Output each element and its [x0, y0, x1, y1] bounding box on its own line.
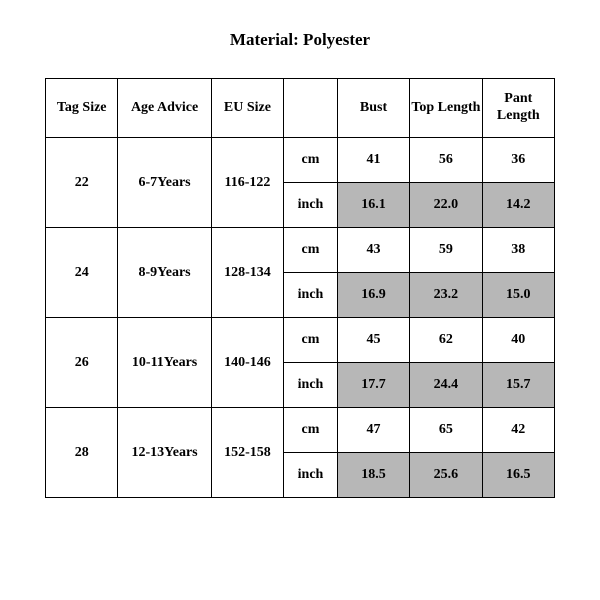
table-row: 22 6-7Years 116-122 cm 41 56 36: [46, 138, 555, 183]
table-row: 26 10-11Years 140-146 cm 45 62 40: [46, 318, 555, 363]
cell-tag-size: 24: [46, 228, 118, 318]
cell-bust: 47: [337, 408, 409, 453]
cell-unit-inch: inch: [284, 453, 338, 498]
cell-top-length: 22.0: [410, 183, 482, 228]
cell-tag-size: 28: [46, 408, 118, 498]
cell-bust: 45: [337, 318, 409, 363]
cell-tag-size: 22: [46, 138, 118, 228]
col-eu-size: EU Size: [211, 79, 283, 138]
col-bust: Bust: [337, 79, 409, 138]
cell-age-advice: 8-9Years: [118, 228, 211, 318]
cell-bust: 17.7: [337, 363, 409, 408]
cell-tag-size: 26: [46, 318, 118, 408]
col-tag-size: Tag Size: [46, 79, 118, 138]
cell-unit-cm: cm: [284, 138, 338, 183]
cell-eu-size: 128-134: [211, 228, 283, 318]
cell-top-length: 65: [410, 408, 482, 453]
col-pant-length: Pant Length: [482, 79, 554, 138]
cell-pant-length: 15.0: [482, 273, 554, 318]
cell-bust: 41: [337, 138, 409, 183]
cell-top-length: 25.6: [410, 453, 482, 498]
cell-pant-length: 36: [482, 138, 554, 183]
cell-unit-inch: inch: [284, 183, 338, 228]
page-title: Material: Polyester: [45, 30, 555, 50]
cell-age-advice: 6-7Years: [118, 138, 211, 228]
cell-bust: 18.5: [337, 453, 409, 498]
cell-age-advice: 12-13Years: [118, 408, 211, 498]
cell-eu-size: 116-122: [211, 138, 283, 228]
cell-unit-cm: cm: [284, 228, 338, 273]
cell-bust: 16.9: [337, 273, 409, 318]
cell-unit-cm: cm: [284, 318, 338, 363]
cell-top-length: 24.4: [410, 363, 482, 408]
cell-pant-length: 16.5: [482, 453, 554, 498]
size-chart-table: Tag Size Age Advice EU Size Bust Top Len…: [45, 78, 555, 498]
cell-pant-length: 40: [482, 318, 554, 363]
cell-pant-length: 15.7: [482, 363, 554, 408]
cell-unit-inch: inch: [284, 273, 338, 318]
cell-top-length: 56: [410, 138, 482, 183]
cell-unit-inch: inch: [284, 363, 338, 408]
cell-eu-size: 140-146: [211, 318, 283, 408]
table-header-row: Tag Size Age Advice EU Size Bust Top Len…: [46, 79, 555, 138]
cell-top-length: 62: [410, 318, 482, 363]
cell-top-length: 59: [410, 228, 482, 273]
cell-pant-length: 14.2: [482, 183, 554, 228]
col-age-advice: Age Advice: [118, 79, 211, 138]
cell-top-length: 23.2: [410, 273, 482, 318]
col-unit: [284, 79, 338, 138]
cell-eu-size: 152-158: [211, 408, 283, 498]
cell-pant-length: 42: [482, 408, 554, 453]
table-row: 28 12-13Years 152-158 cm 47 65 42: [46, 408, 555, 453]
cell-unit-cm: cm: [284, 408, 338, 453]
cell-bust: 16.1: [337, 183, 409, 228]
cell-age-advice: 10-11Years: [118, 318, 211, 408]
cell-pant-length: 38: [482, 228, 554, 273]
cell-bust: 43: [337, 228, 409, 273]
table-row: 24 8-9Years 128-134 cm 43 59 38: [46, 228, 555, 273]
col-top-length: Top Length: [410, 79, 482, 138]
